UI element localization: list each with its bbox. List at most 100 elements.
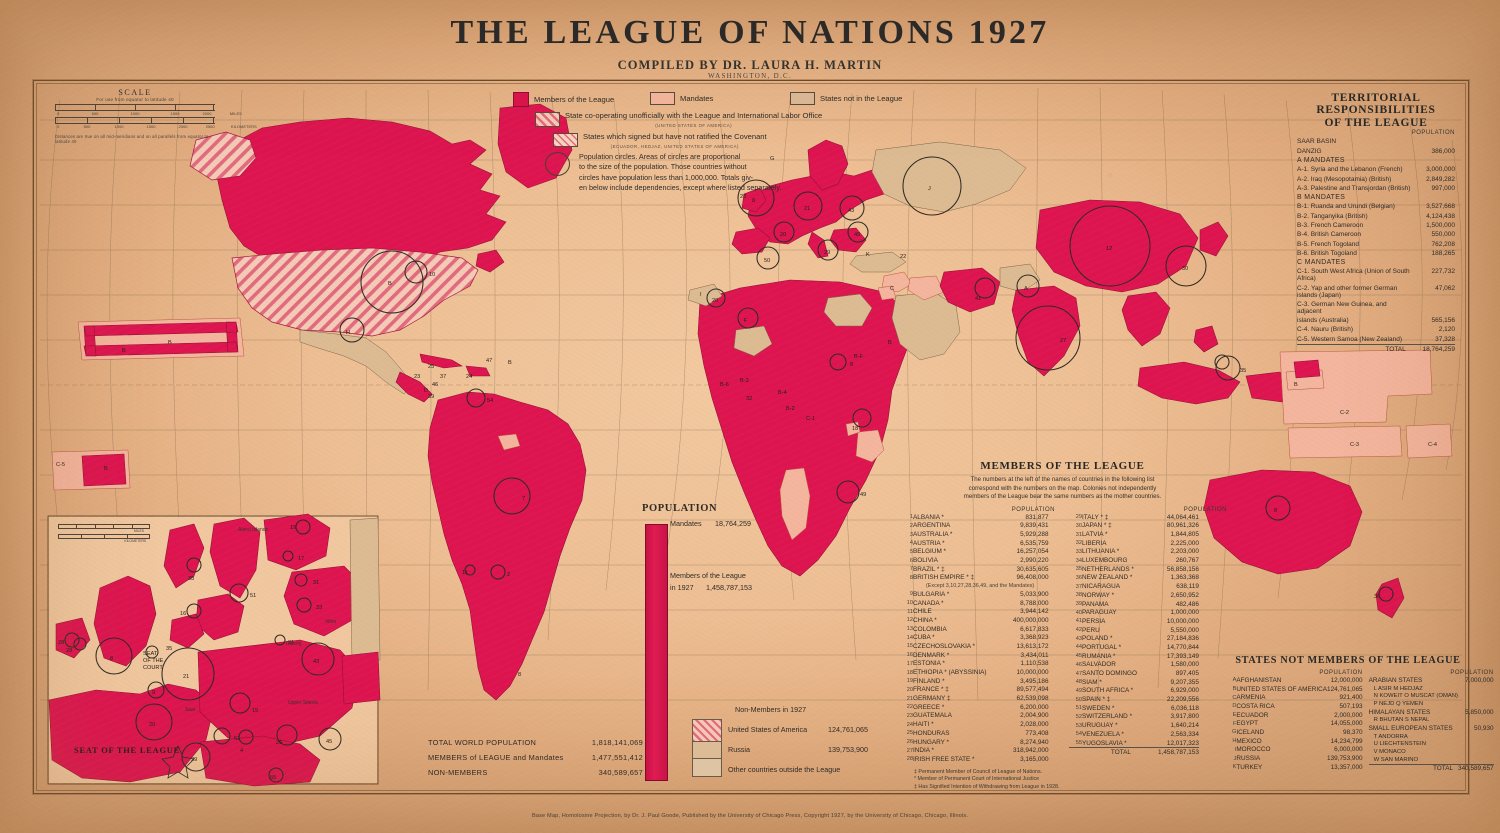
chart-nonmembers-heading: Non-Members in 1927 bbox=[735, 705, 807, 714]
members-row-population: 9,839,431 bbox=[1020, 522, 1049, 530]
legend-swatch-signed-not-ratified bbox=[553, 133, 578, 147]
legend-popcircle-line-2: to the size of the population. Those cou… bbox=[579, 162, 747, 172]
legend-popcircle-line-4: en below include dependencies, except wh… bbox=[579, 182, 782, 192]
members-row-name: YUGOSLAVIA * bbox=[1082, 739, 1127, 747]
territorial-total-value: 18,764,259 bbox=[1411, 343, 1455, 355]
nonmember-row-population bbox=[1458, 716, 1494, 724]
table-row: 31 LATVIA * 1,844,805 bbox=[1069, 530, 1199, 539]
nonmembers-table-col1: A AFGHANISTAN 12,000,000 B UNITED STATES OF … bbox=[1232, 676, 1363, 772]
members-row-population: 3,917,800 bbox=[1170, 713, 1199, 721]
members-row-population: 27,184,836 bbox=[1166, 635, 1199, 643]
table-row: 47 SANTO DOMINGO 897,405 bbox=[1069, 669, 1199, 678]
members-row-index: 2 bbox=[909, 522, 913, 529]
inset-km-unit: KILOMETERS bbox=[124, 539, 147, 543]
members-row-index: 48 bbox=[1075, 679, 1082, 686]
members-row-population: 2,563,334 bbox=[1170, 730, 1199, 738]
members-row-name: PERU bbox=[1082, 626, 1100, 634]
members-row-name: ARGENTINA bbox=[913, 522, 951, 530]
territorial-row: SAAR BASIN bbox=[1297, 137, 1455, 146]
members-row-name: SANTO DOMINGO bbox=[1082, 670, 1137, 677]
base-map-credit: Base Map, Homolosine Projection, by Dr. … bbox=[531, 813, 969, 819]
table-row: 6 BOLIVIA 2,990,220 bbox=[900, 556, 1049, 565]
members-row-population: 2,203,000 bbox=[1170, 548, 1199, 556]
members-row-index: 18 bbox=[906, 669, 913, 676]
nonmember-row-name: W SAN MARINO bbox=[1373, 756, 1419, 763]
nonmember-row-population bbox=[1458, 685, 1494, 693]
members-row-population: 400,000,000 bbox=[1012, 616, 1049, 624]
table-row: C ARMENIA 921,400 bbox=[1232, 693, 1362, 702]
table-row: 34 LUXEMBOURG 260,767 bbox=[1069, 556, 1199, 565]
members-row-name: NORWAY * bbox=[1082, 591, 1115, 599]
territorial-total-row: TOTAL 18,764,259 bbox=[1297, 343, 1455, 355]
territorial-row-label: B-2. Tanganyika (British) bbox=[1297, 212, 1368, 220]
members-row-name: CHINA * bbox=[913, 616, 937, 624]
nonmember-row-population: 2,000,000 bbox=[1334, 711, 1363, 719]
table-row: 44 PORTUGAL * 14,770,844 bbox=[1069, 643, 1199, 652]
members-row-population: 10,000,000 bbox=[1166, 617, 1199, 625]
members-row-population: 8,274,940 bbox=[1020, 738, 1049, 746]
chart-other-label: Other countries outside the League bbox=[728, 765, 841, 774]
members-row-population: 1,844,805 bbox=[1170, 531, 1199, 538]
members-row-index: 26 bbox=[906, 739, 913, 745]
nonmember-row-key: A bbox=[1232, 677, 1237, 684]
territorial-row-label: C-5. Western Samoa (New Zealand) bbox=[1297, 335, 1403, 343]
legend-swatch-member bbox=[513, 92, 529, 107]
table-row: 11 CHILE 3,944,142 bbox=[900, 607, 1048, 616]
nonmember-row-population: 50,930 bbox=[1474, 724, 1494, 732]
chart-usa-label: United States of America bbox=[728, 725, 808, 734]
territorial-title-line2: OF THE LEAGUE bbox=[1324, 117, 1428, 129]
members-row-index: 7 bbox=[909, 566, 913, 573]
members-row-index: 45 bbox=[1075, 653, 1082, 660]
members-row-index: 31 bbox=[1075, 531, 1082, 538]
nonmember-row-population: 12,000,000 bbox=[1330, 676, 1363, 684]
members-row-population: 14,770,844 bbox=[1166, 643, 1199, 651]
territorial-row-label: C-2. Yap and other former German islands… bbox=[1297, 284, 1398, 299]
population-chart-title: POPULATION bbox=[642, 503, 718, 514]
members-row-population: 22,209,556 bbox=[1166, 696, 1199, 704]
nonmember-row-population: 98,370 bbox=[1343, 728, 1363, 736]
table-row: 35 NETHERLANDS * 56,858,156 bbox=[1069, 565, 1199, 574]
territorial-row: B-4. British Cameroon 550,000 bbox=[1297, 230, 1455, 239]
members-row-name: LIBERIA bbox=[1082, 539, 1107, 547]
total-value-nonmembers: 340,589,657 bbox=[598, 768, 643, 777]
members-row-name: SIAM * bbox=[1082, 678, 1102, 686]
nonmember-row-name: ARABIAN STATES bbox=[1368, 676, 1423, 684]
members-row-index: 46 bbox=[1075, 661, 1082, 668]
territorial-row-population: 3,527,668 bbox=[1426, 203, 1455, 211]
table-row: 24 HAITI * 2,028,000 bbox=[900, 720, 1049, 729]
total-value-world: 1,818,141,069 bbox=[591, 738, 643, 747]
territorial-row-label: DANZIG bbox=[1297, 147, 1322, 155]
members-row-index: 37 bbox=[1075, 583, 1082, 590]
nonmember-row-population bbox=[1458, 748, 1494, 756]
table-row: 8 BRITISH EMPIRE * ‡ 96,408,000 bbox=[900, 574, 1049, 583]
table-row: 29 ITALY * ‡ 44,064,461 bbox=[1069, 513, 1199, 522]
members-row-population: 638,119 bbox=[1176, 583, 1199, 591]
members-row-population: 773,408 bbox=[1025, 729, 1049, 737]
members-note-2: correspond with the numbers on the map. … bbox=[968, 484, 1157, 492]
nonmember-row-name: ARMENIA bbox=[1236, 694, 1266, 702]
members-row-population: 3,165,000 bbox=[1020, 755, 1049, 763]
members-row-index: 8 bbox=[909, 574, 913, 581]
members-of-league-panel: MEMBERS OF THE LEAGUE The numbers at the… bbox=[900, 460, 1227, 792]
members-row-name: PARAGUAY bbox=[1082, 609, 1117, 617]
territorial-row-population bbox=[1412, 137, 1455, 146]
table-row: K TURKEY 13,357,000 bbox=[1232, 763, 1363, 772]
table-row: 40 PARAGUAY 1,000,000 bbox=[1069, 608, 1199, 617]
nonmember-row-key: B bbox=[1232, 686, 1237, 693]
chart-mandates-value: 18,764,259 bbox=[715, 519, 751, 528]
members-row-index: 28 bbox=[906, 756, 913, 763]
table-row: J RUSSIA 139,753,900 bbox=[1232, 754, 1363, 763]
nonmember-row-name: TURKEY bbox=[1236, 763, 1263, 771]
nonmember-row-name: MEXICO bbox=[1236, 737, 1262, 745]
chart-members-value: 1,458,787,153 bbox=[706, 583, 752, 592]
territorial-row-label: C-1. South West Africa (Union of South A… bbox=[1297, 268, 1410, 283]
members-row-population: 260,767 bbox=[1175, 557, 1199, 565]
inset-scale-bar: MILES KILOMETERS bbox=[58, 522, 151, 544]
members-row-population: 897,405 bbox=[1175, 670, 1199, 677]
population-bar-members bbox=[645, 524, 668, 781]
territorial-row-population: 2,120 bbox=[1438, 326, 1455, 334]
territorial-row-population bbox=[1412, 193, 1455, 202]
table-row: 2 ARGENTINA 9,839,431 bbox=[900, 521, 1049, 530]
territorial-row-population: 550,000 bbox=[1431, 231, 1456, 239]
members-row-index: 49 bbox=[1075, 687, 1082, 694]
